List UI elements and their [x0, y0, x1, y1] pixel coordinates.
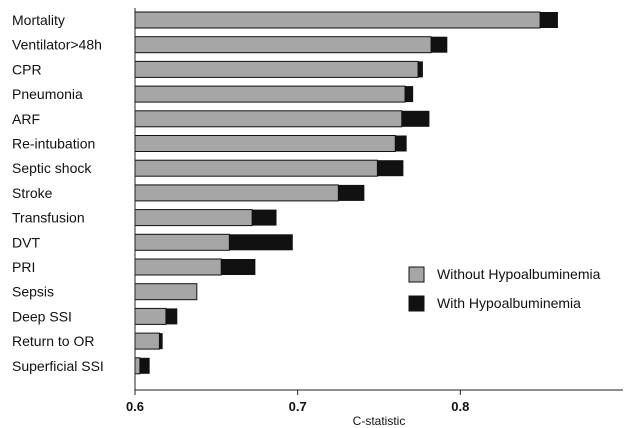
- category-label-pri: PRI: [12, 259, 35, 275]
- bar-without-hypoalbuminemia-arf: [134, 110, 403, 128]
- bars-layer: [134, 11, 558, 375]
- bar-without-hypoalbuminemia-cpr: [134, 60, 419, 78]
- category-label-deep-ssi: Deep SSI: [12, 308, 72, 324]
- category-label-sepsis: Sepsis: [12, 284, 54, 300]
- bar-without-hypoalbuminemia-superficial-ssi: [134, 357, 141, 375]
- x-tick-label-0-7: 0.7: [289, 399, 307, 414]
- legend-label-without-hypoalbuminemia: Without Hypoalbuminemia: [437, 266, 601, 282]
- category-label-pneumonia: Pneumonia: [12, 86, 83, 102]
- legend: Without Hypoalbuminemia With Hypoalbumine…: [408, 266, 601, 312]
- category-label-septic-shock: Septic shock: [12, 160, 92, 176]
- category-label-return-to-or: Return to OR: [12, 333, 94, 349]
- category-label-transfusion: Transfusion: [12, 210, 85, 226]
- bar-without-hypoalbuminemia-pneumonia: [134, 85, 406, 103]
- legend-label-with-hypoalbuminemia: With Hypoalbuminemia: [437, 295, 581, 311]
- bar-without-hypoalbuminemia-dvt: [134, 233, 230, 251]
- bar-without-hypoalbuminemia-return-to-or: [134, 332, 160, 350]
- x-axis-title: C-statistic: [353, 414, 406, 428]
- x-tick-label-0-6: 0.6: [126, 399, 144, 414]
- category-label-ventilator-48h: Ventilator>48h: [12, 37, 102, 53]
- category-labels: Mortality Ventilator>48h CPR Pneumonia ARF Re…: [12, 12, 104, 374]
- bar-without-hypoalbuminemia-pri: [134, 258, 222, 276]
- category-label-mortality: Mortality: [12, 12, 65, 28]
- category-label-re-intubation: Re-intubation: [12, 136, 95, 152]
- bar-without-hypoalbuminemia-septic-shock: [134, 159, 378, 177]
- category-label-superficial-ssi: Superficial SSI: [12, 358, 104, 374]
- x-ticks: 0.6 0.7 0.8: [126, 390, 469, 414]
- bar-without-hypoalbuminemia-ventilator-48h: [134, 36, 432, 54]
- category-label-dvt: DVT: [12, 234, 40, 250]
- legend-swatch-with-hypoalbuminemia: [408, 295, 425, 312]
- bar-without-hypoalbuminemia-mortality: [134, 11, 541, 29]
- bar-without-hypoalbuminemia-sepsis: [134, 283, 198, 301]
- category-label-stroke: Stroke: [12, 185, 53, 201]
- x-axis: [134, 8, 623, 391]
- category-label-cpr: CPR: [12, 61, 42, 77]
- x-tick-label-0-8: 0.8: [451, 399, 469, 414]
- bar-without-hypoalbuminemia-re-intubation: [134, 135, 396, 152]
- bar-without-hypoalbuminemia-transfusion: [134, 209, 253, 227]
- bar-without-hypoalbuminemia-stroke: [134, 184, 339, 202]
- legend-swatch-without-hypoalbuminemia: [408, 266, 425, 283]
- bar-without-hypoalbuminemia-deep-ssi: [134, 307, 167, 325]
- category-label-arf: ARF: [12, 111, 40, 127]
